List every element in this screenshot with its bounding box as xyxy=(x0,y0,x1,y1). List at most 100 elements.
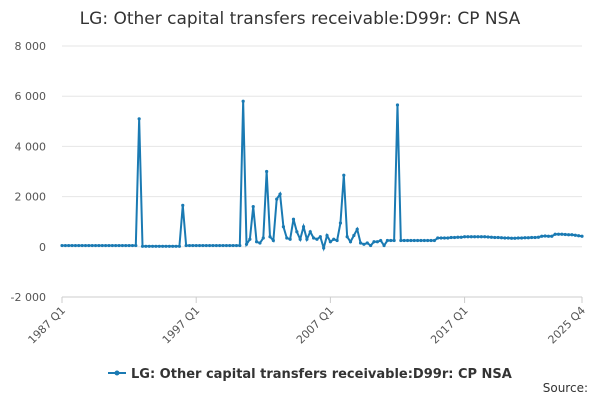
legend-marker xyxy=(114,370,120,376)
point xyxy=(254,240,259,244)
point xyxy=(241,99,245,103)
point xyxy=(134,243,138,248)
x-tick-label: 1997 Q1 xyxy=(160,304,203,347)
point xyxy=(298,237,302,241)
point xyxy=(392,238,396,243)
point xyxy=(63,243,67,248)
point xyxy=(540,234,544,238)
point xyxy=(509,236,514,240)
point xyxy=(261,236,265,240)
point xyxy=(563,232,567,237)
point xyxy=(405,238,410,243)
point xyxy=(382,243,386,248)
point xyxy=(395,103,400,107)
point xyxy=(171,244,175,248)
point xyxy=(147,244,151,248)
point xyxy=(258,241,262,245)
point xyxy=(278,192,282,196)
point xyxy=(452,235,457,240)
y-tick-label: 8 000 xyxy=(15,40,47,53)
point xyxy=(271,238,275,243)
point xyxy=(335,238,339,243)
point xyxy=(140,244,145,248)
point xyxy=(506,236,510,240)
point xyxy=(419,238,423,243)
x-tick-label: 2017 Q1 xyxy=(428,304,471,347)
point xyxy=(412,238,416,243)
point xyxy=(218,243,222,248)
point xyxy=(312,236,316,240)
point xyxy=(348,240,353,244)
point xyxy=(332,237,336,241)
point xyxy=(204,243,208,248)
point xyxy=(177,244,182,248)
point xyxy=(469,235,473,239)
point xyxy=(439,236,443,240)
point xyxy=(117,243,121,248)
point xyxy=(493,235,497,240)
point xyxy=(234,243,239,248)
source: Source: xyxy=(543,381,588,395)
point xyxy=(124,243,128,248)
point xyxy=(228,243,232,248)
point xyxy=(127,243,131,248)
point xyxy=(513,236,517,240)
point xyxy=(208,243,212,248)
point xyxy=(114,243,118,248)
point xyxy=(187,243,192,248)
point xyxy=(446,236,450,240)
y-tick-label: -2 000 xyxy=(11,291,46,304)
point xyxy=(90,243,94,248)
point xyxy=(325,233,329,238)
y-tick-label: 6 000 xyxy=(15,90,47,103)
point xyxy=(496,235,500,240)
point xyxy=(201,243,205,248)
point xyxy=(137,117,141,121)
point xyxy=(191,243,195,248)
point xyxy=(244,242,249,246)
legend-label: LG: Other capital transfers receivable:D… xyxy=(131,367,512,382)
y-tick-label: 2 000 xyxy=(15,191,47,204)
point xyxy=(231,243,235,248)
point xyxy=(214,243,218,248)
point xyxy=(150,244,155,248)
point xyxy=(375,240,379,244)
point xyxy=(520,236,524,240)
x-tick-label: 2007 Q1 xyxy=(294,304,337,347)
y-tick-label: 4 000 xyxy=(15,140,47,153)
y-tick-label: 0 xyxy=(39,241,46,254)
point xyxy=(365,241,369,245)
point xyxy=(60,243,64,248)
point xyxy=(107,243,111,248)
point xyxy=(556,232,561,236)
point xyxy=(573,233,577,237)
chart-title: LG: Other capital transfers receivable:D… xyxy=(80,9,521,29)
point xyxy=(238,243,242,248)
x-tick-label: 1987 Q1 xyxy=(26,304,69,347)
point xyxy=(372,240,376,244)
point xyxy=(449,235,453,240)
point xyxy=(345,235,349,239)
point xyxy=(305,237,309,241)
point xyxy=(130,243,135,248)
point xyxy=(473,235,477,239)
point xyxy=(389,238,393,243)
point xyxy=(161,244,165,248)
point xyxy=(167,244,171,248)
point xyxy=(251,205,255,209)
point xyxy=(385,238,390,243)
point xyxy=(181,203,185,207)
point xyxy=(224,243,228,248)
point xyxy=(503,236,507,240)
point xyxy=(342,173,346,177)
point xyxy=(67,243,71,248)
point xyxy=(110,243,114,248)
point xyxy=(288,237,292,241)
point xyxy=(577,234,581,238)
point xyxy=(157,244,161,248)
point xyxy=(73,243,78,248)
point xyxy=(379,238,383,243)
point xyxy=(546,234,551,238)
point xyxy=(476,235,480,239)
point xyxy=(436,236,440,240)
